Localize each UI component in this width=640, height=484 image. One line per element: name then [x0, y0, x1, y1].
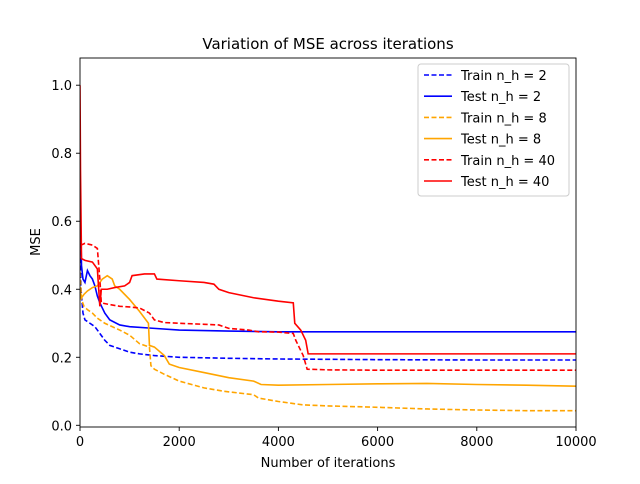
- series-line-4: [80, 214, 576, 371]
- legend-label-1: Test n_h = 2: [460, 90, 541, 105]
- y-tick-label: 1.0: [51, 79, 72, 94]
- legend-label-3: Test n_h = 8: [460, 133, 541, 148]
- x-axis-title: Number of iterations: [261, 456, 396, 471]
- series-line-2: [80, 272, 576, 412]
- series-line-1: [80, 187, 576, 333]
- x-tick-label: 0: [76, 435, 84, 450]
- legend-label-2: Train n_h = 8: [460, 111, 547, 126]
- plot-frame: [79, 57, 577, 428]
- y-tick-label: 0.6: [51, 215, 72, 230]
- x-tick-label: 8000: [460, 435, 493, 450]
- y-tick-label: 0.0: [51, 419, 72, 434]
- x-tick-label: 6000: [361, 435, 394, 450]
- y-axis-title: MSE: [29, 228, 44, 256]
- x-tick-label: 4000: [262, 435, 295, 450]
- legend-label-0: Train n_h = 2: [460, 69, 547, 84]
- x-tick-label: 10000: [555, 435, 596, 450]
- plot-area: [80, 85, 576, 412]
- series-line-0: [80, 228, 576, 361]
- series-line-5: [80, 85, 576, 355]
- y-tick-label: 0.4: [51, 283, 72, 298]
- series-line-3: [80, 274, 576, 387]
- y-tick-label: 0.8: [51, 147, 72, 162]
- legend-label-5: Test n_h = 40: [460, 175, 549, 190]
- x-tick-label: 2000: [163, 435, 196, 450]
- y-tick-label: 0.2: [51, 351, 72, 366]
- axes: 0 2000 4000 6000 8000 10000 0.0 0.2 0.4 0.6 0.8 1.0: [51, 57, 597, 450]
- legend-label-4: Train n_h = 40: [460, 154, 555, 169]
- chart-title: Variation of MSE across iterations: [202, 35, 453, 53]
- legend-box: [417, 63, 570, 197]
- legend: Train n_h = 2 Test n_h = 2 Train n_h = 8 Te…: [417, 63, 570, 197]
